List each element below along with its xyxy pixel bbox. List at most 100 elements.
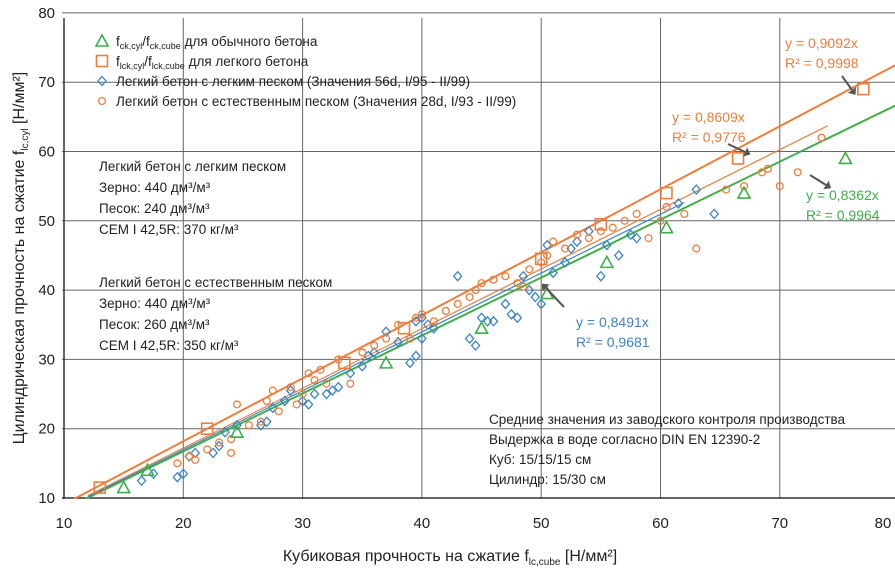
circle-point <box>203 445 212 454</box>
circle-point <box>561 244 570 253</box>
circle-point <box>226 448 236 458</box>
fit-r2: R² = 0,9964 <box>806 207 880 223</box>
annotation-natsand: Зерно: 440 дм³/м³ <box>99 296 211 311</box>
circle-point <box>632 209 641 218</box>
diamond-point <box>560 256 570 268</box>
fit-r2: R² = 0,9998 <box>785 55 859 71</box>
circle-point <box>429 317 438 326</box>
x-tick-label: 60 <box>652 515 669 532</box>
y-tick-label: 80 <box>38 5 55 22</box>
circle-point <box>304 369 313 378</box>
grid <box>62 12 895 499</box>
legend-label: Легкий бетон с естественным песком (Знач… <box>116 94 516 109</box>
square-point <box>397 321 411 335</box>
circle-point <box>477 279 486 288</box>
square-point <box>200 422 214 436</box>
circle-point <box>656 216 665 225</box>
diamond-point <box>518 270 529 282</box>
circle-point <box>775 182 784 191</box>
diamond-point <box>417 333 427 345</box>
legend-marker <box>97 75 107 87</box>
triangle-point <box>838 150 853 165</box>
circle-point <box>572 230 582 239</box>
square-point <box>594 217 608 231</box>
plot-area <box>62 18 895 499</box>
diamond-point <box>470 340 481 352</box>
x-axis-label: Кубиковая прочность на сжатие flc,cube [… <box>283 548 617 568</box>
diamond-point <box>178 468 189 480</box>
circle-point <box>262 396 271 406</box>
circle-point <box>537 258 546 267</box>
circle-point <box>817 133 826 142</box>
circle-point <box>358 348 367 357</box>
data-points <box>93 82 870 494</box>
circle-point <box>411 313 420 322</box>
diamond-point <box>405 357 415 369</box>
diamond-point <box>536 298 547 310</box>
circle-point <box>549 237 558 246</box>
y-tick-label: 50 <box>38 213 55 230</box>
circle-point <box>680 209 689 218</box>
annotation-lightsand: Песок: 240 дм³/м³ <box>99 201 210 216</box>
fit-labels: y = 0,9092x R² = 0,9998 y = 0,8609x R² = 0,… <box>541 35 880 350</box>
diamond-point <box>220 426 230 438</box>
circle-point <box>292 400 301 409</box>
annotation-natsand: Легкий бетон с естественным песком <box>99 275 332 290</box>
annotation-factory: Цилиндр: 15/30 см <box>489 472 606 487</box>
circle-point <box>298 389 307 399</box>
diamond-point <box>452 270 463 282</box>
triangle-point <box>140 462 155 477</box>
circle-point <box>501 272 510 281</box>
circle-point <box>620 216 629 225</box>
diamond-point <box>488 315 499 327</box>
diamond-point <box>709 208 720 220</box>
circle-point <box>268 386 277 395</box>
circle-point <box>310 376 319 385</box>
diamond-point <box>148 468 159 480</box>
diamond-point <box>631 232 642 244</box>
diamond-point <box>411 350 421 362</box>
annotation-natsand: Песок: 260 дм³/м³ <box>99 317 210 332</box>
fit-arrow <box>841 75 853 91</box>
legend-label: Легкий бетон с легким песком (Значения 5… <box>116 74 470 89</box>
square-point <box>731 152 745 165</box>
regression-line <box>83 104 895 499</box>
fit-equation: y = 0,8491x <box>576 314 649 330</box>
triangle-point <box>736 185 752 199</box>
diamond-point <box>500 298 511 310</box>
y-tick-label: 20 <box>38 421 55 438</box>
circle-point <box>232 400 242 409</box>
square-point <box>660 186 673 200</box>
fit-arrowhead <box>823 180 832 190</box>
fit-equation: y = 0,8609x <box>672 109 745 125</box>
circle-point <box>453 299 462 309</box>
diamond-point <box>303 398 314 410</box>
circle-point <box>644 234 653 243</box>
x-tick-label: 40 <box>414 515 431 532</box>
circle-point <box>441 306 450 315</box>
annotations: Легкий бетон с легким песком Зерно: 440 д… <box>99 159 846 487</box>
circle-point <box>191 455 200 464</box>
fit-arrow <box>809 174 827 186</box>
fit-arrowhead <box>847 87 857 95</box>
x-tick-label: 50 <box>533 515 550 532</box>
x-tick-label: 10 <box>56 515 73 532</box>
diamond-point <box>691 184 702 196</box>
circle-point <box>763 164 772 173</box>
fit-arrow <box>545 287 565 308</box>
legend-marker <box>94 33 110 47</box>
circle-point <box>274 407 283 416</box>
diamond-point <box>267 402 278 414</box>
legend-label: fck,cyl/fck,cube для обычного бетона <box>116 34 318 51</box>
circle-point <box>382 334 391 343</box>
y-tick-label: 10 <box>38 490 55 507</box>
circle-point <box>739 182 749 191</box>
diamond-point <box>357 360 368 372</box>
annotation-natsand: CEM I 42,5R: 350 кг/м³ <box>99 338 239 353</box>
circle-point <box>608 223 617 232</box>
diamond-point <box>393 336 403 348</box>
diamond-point <box>506 308 517 320</box>
square-point <box>338 356 351 370</box>
diamond-point <box>190 447 201 459</box>
